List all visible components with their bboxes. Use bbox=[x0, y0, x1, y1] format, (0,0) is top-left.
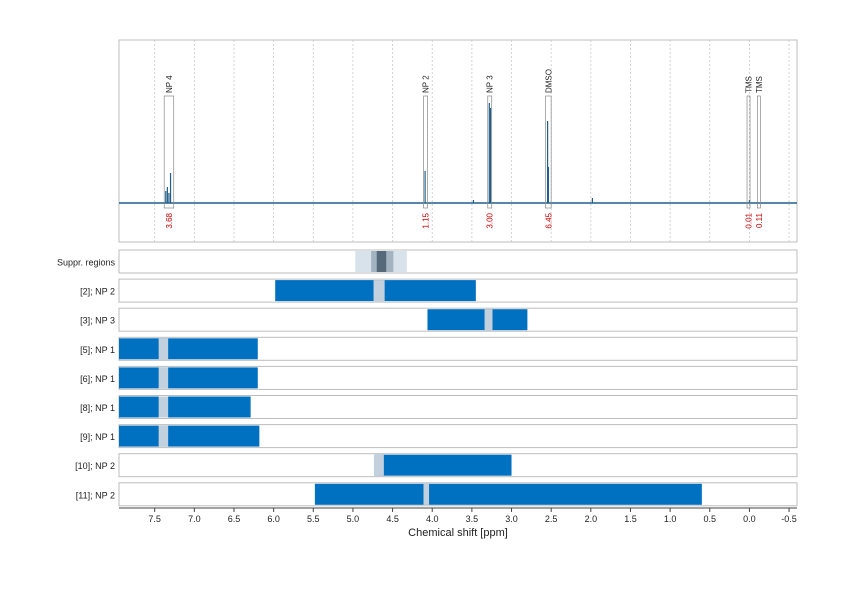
row-label: [11]; NP 2 bbox=[76, 490, 115, 500]
x-tick-label: 0.5 bbox=[704, 514, 717, 524]
x-tick-label: 5.0 bbox=[347, 514, 360, 524]
peak-integral: 0.01 bbox=[745, 212, 754, 228]
peak-box bbox=[487, 95, 493, 209]
row-label: [5]; NP 1 bbox=[80, 345, 115, 355]
x-axis-label: Chemical shift [ppm] bbox=[408, 527, 508, 539]
x-tick-label: 2.5 bbox=[545, 514, 558, 524]
peak-integral: 3.68 bbox=[165, 212, 174, 228]
range-row: [8]; NP 1 bbox=[80, 395, 798, 419]
x-tick-label: 1.5 bbox=[624, 514, 637, 524]
peak-label: NP 2 bbox=[421, 75, 430, 93]
peak-label: DMSO bbox=[544, 69, 553, 93]
peak-integral: 6.45 bbox=[544, 212, 553, 228]
row-label: [9]; NP 1 bbox=[80, 432, 115, 442]
range-row: [9]; NP 1 bbox=[80, 424, 798, 449]
x-tick-label: 4.5 bbox=[386, 514, 399, 524]
range-bar bbox=[374, 454, 512, 476]
peak-box bbox=[757, 95, 761, 209]
range-bar bbox=[119, 396, 251, 418]
range-gap bbox=[158, 396, 169, 418]
x-tick-label: 0.0 bbox=[743, 514, 756, 524]
range-row: [3]; NP 3 bbox=[80, 307, 798, 332]
range-gap bbox=[158, 367, 169, 389]
x-tick-label: 3.0 bbox=[505, 514, 518, 524]
range-gap bbox=[423, 483, 430, 505]
peak-integral: 3.00 bbox=[486, 212, 495, 228]
peak-box bbox=[545, 95, 552, 209]
range-gap bbox=[158, 338, 169, 360]
range-gap bbox=[484, 309, 493, 331]
x-tick-label: 7.5 bbox=[148, 514, 161, 524]
range-gap bbox=[158, 425, 169, 447]
x-axis: 7.5 7.0 6.5 6.0 5.5 5.0 4.5 4.0 3.5 3.0 2.5 2.0 1.5 1… bbox=[119, 507, 797, 524]
range-row: [10]; NP 2 bbox=[75, 453, 798, 478]
peak-label: TMS bbox=[755, 76, 764, 93]
spectrum-frame bbox=[118, 39, 798, 243]
range-row: [2]; NP 2 bbox=[80, 278, 798, 303]
peak-label: NP 3 bbox=[486, 75, 495, 93]
row-label: Suppr. regions bbox=[57, 258, 116, 268]
x-tick-label: 2.0 bbox=[585, 514, 598, 524]
range-gap bbox=[374, 454, 384, 476]
x-tick-label: 6.5 bbox=[228, 514, 241, 524]
peak-integral: 1.15 bbox=[421, 212, 430, 228]
row-label: [3]; NP 3 bbox=[80, 316, 115, 326]
row-label: [6]; NP 1 bbox=[80, 374, 115, 384]
range-row: Suppr. regions bbox=[57, 249, 798, 274]
x-tick-label: -0.5 bbox=[781, 514, 797, 524]
peak-box bbox=[163, 95, 175, 209]
row-frame bbox=[118, 249, 798, 274]
peak-box bbox=[423, 95, 428, 209]
x-tick-label: 4.0 bbox=[426, 514, 439, 524]
range-rows-panel: Suppr. regions [2]; NP 2 [3]; NP 3 [5]; NP … bbox=[57, 249, 798, 507]
x-tick-label: 1.0 bbox=[664, 514, 677, 524]
suppression-segment bbox=[376, 251, 387, 272]
x-tick-label: 3.5 bbox=[466, 514, 479, 524]
x-tick-label: 5.5 bbox=[307, 514, 320, 524]
peak-integral: 0.11 bbox=[755, 212, 764, 228]
range-bar bbox=[119, 338, 258, 360]
range-bar bbox=[119, 367, 258, 389]
range-gap bbox=[373, 280, 385, 302]
range-bar bbox=[427, 309, 528, 331]
range-row: [5]; NP 1 bbox=[80, 336, 798, 361]
x-tick-label: 6.0 bbox=[267, 514, 280, 524]
row-label: [2]; NP 2 bbox=[80, 287, 115, 297]
peak-label: TMS bbox=[745, 76, 754, 93]
peak-box bbox=[746, 95, 751, 209]
x-tick-label: 7.0 bbox=[188, 514, 201, 524]
range-bar bbox=[119, 425, 260, 447]
range-row: [6]; NP 1 bbox=[80, 365, 798, 390]
range-row: [11]; NP 2 bbox=[76, 482, 798, 507]
range-bar bbox=[314, 483, 702, 505]
row-label: [8]; NP 1 bbox=[80, 403, 115, 413]
peak-label: NP 4 bbox=[165, 75, 174, 93]
row-label: [10]; NP 2 bbox=[75, 461, 115, 471]
spectrum-panel: NP 4 3.68 NP 2 1.15 NP 3 3.00 DMSO 6.45 TMS 0.01 T… bbox=[118, 39, 798, 243]
